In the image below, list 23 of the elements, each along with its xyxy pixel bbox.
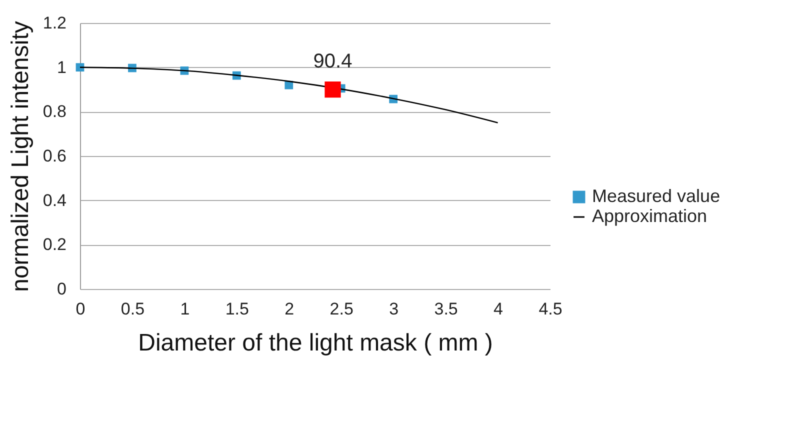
x-tick-label: 1.5 [225, 300, 249, 318]
y-tick-label: 0.2 [42, 235, 66, 254]
point [324, 81, 341, 98]
x-tick-label: 0.5 [120, 300, 145, 318]
x-tick-label: 1 [180, 300, 190, 318]
x-tick-label: 2 [284, 300, 294, 318]
y-tick-label: 1.2 [42, 14, 66, 32]
x-tick-label: 3.5 [434, 300, 458, 318]
x-tick-label: 0 [76, 300, 86, 318]
y-axis-title: normalized Light intensity [6, 21, 34, 292]
y-tick-label: 0.4 [42, 190, 66, 210]
y-tick-label: 0.8 [42, 102, 66, 122]
legend-label: Approximation [592, 206, 708, 226]
y-tick-label: 0.6 [42, 146, 66, 166]
x-tick-label: 3 [389, 300, 399, 318]
legend-label: Measured value [592, 186, 720, 206]
annotation: 90.4 [313, 50, 352, 72]
x-tick-label: 2.5 [330, 300, 354, 318]
y-tick-label: 0 [57, 280, 66, 298]
x-tick-label: 4.5 [538, 300, 562, 318]
x-axis-title: Diameter of the light mask ( mm ) [138, 330, 493, 356]
x-tick-label: 4 [494, 300, 504, 318]
y-tick-label: 1 [57, 58, 66, 77]
